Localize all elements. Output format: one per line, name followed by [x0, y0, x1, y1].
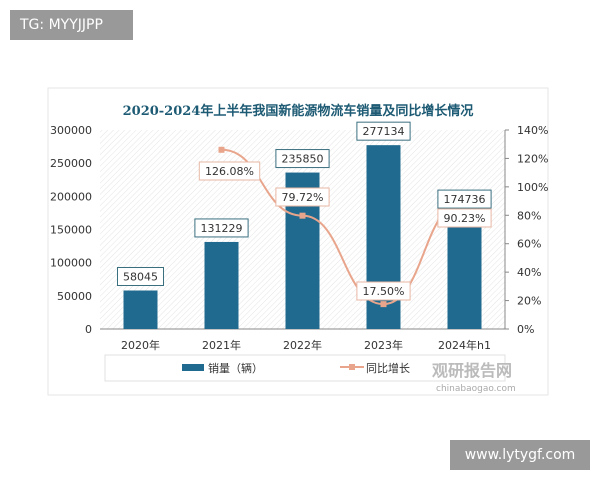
- legend-label-growth: 同比增长: [366, 361, 410, 375]
- x-tick-label: 2021年: [202, 338, 241, 352]
- right-tick-label: 140%: [517, 124, 548, 137]
- bar-data-label-box: [194, 218, 249, 238]
- watermark-site: www.lytygf.com: [450, 440, 590, 470]
- growth-marker: [380, 301, 387, 308]
- legend: [104, 354, 506, 382]
- legend-label-sales: 销量（辆）: [208, 361, 263, 375]
- left-tick-label: 200000: [50, 190, 92, 203]
- bar: [204, 241, 239, 329]
- bar-data-label: 131229: [201, 222, 243, 235]
- bar: [447, 213, 482, 329]
- bar-data-label-box: [117, 266, 164, 286]
- growth-data-label-box: [356, 281, 411, 301]
- growth-data-label-box: [275, 187, 330, 207]
- growth-data-label: 90.23%: [444, 212, 486, 225]
- logo-watermark-url: chinabaogao.com: [436, 384, 516, 394]
- x-tick-label: 2023年: [364, 338, 403, 352]
- bar-data-label: 277134: [363, 125, 405, 138]
- bar-data-label: 58045: [123, 270, 158, 283]
- legend-swatch-sales: [182, 364, 204, 371]
- right-tick-label: 60%: [517, 238, 541, 251]
- growth-marker: [299, 212, 306, 219]
- growth-data-label: 79.72%: [282, 191, 324, 204]
- bar-data-label-box: [437, 189, 492, 209]
- chart-title: 2020-2024年上半年我国新能源物流车销量及同比增长情况: [123, 103, 474, 119]
- left-tick-label: 300000: [50, 124, 92, 137]
- right-tick-label: 20%: [517, 295, 541, 308]
- growth-line: [221, 148, 465, 306]
- growth-data-label: 126.08%: [205, 165, 254, 178]
- right-tick-label: 0%: [517, 323, 534, 336]
- left-tick-label: 250000: [50, 157, 92, 170]
- growth-data-label-box: [437, 208, 492, 228]
- growth-data-label-box: [198, 161, 261, 181]
- left-tick-label: 0: [85, 323, 92, 336]
- legend-marker-growth: [349, 364, 355, 370]
- bar-data-label-box: [275, 149, 330, 169]
- bar-data-label: 174736: [444, 193, 486, 206]
- logo-watermark: 观研报告网: [432, 361, 512, 380]
- right-tick-label: 40%: [517, 266, 541, 279]
- watermark-tg: TG: MYYJJPP: [10, 10, 133, 40]
- left-tick-label: 100000: [50, 257, 92, 270]
- growth-data-label: 17.50%: [363, 285, 405, 298]
- left-tick-label: 150000: [50, 224, 92, 237]
- x-tick-label: 2024年h1: [438, 338, 491, 352]
- x-tick-label: 2022年: [283, 338, 322, 352]
- right-tick-label: 80%: [517, 209, 541, 222]
- x-tick-label: 2020年: [121, 338, 160, 352]
- bar: [123, 290, 158, 329]
- right-tick-label: 120%: [517, 152, 548, 165]
- left-tick-label: 50000: [57, 290, 92, 303]
- right-tick-label: 100%: [517, 181, 548, 194]
- bar-data-label: 235850: [282, 153, 324, 166]
- bar-data-label-box: [356, 121, 411, 141]
- growth-marker: [218, 146, 225, 153]
